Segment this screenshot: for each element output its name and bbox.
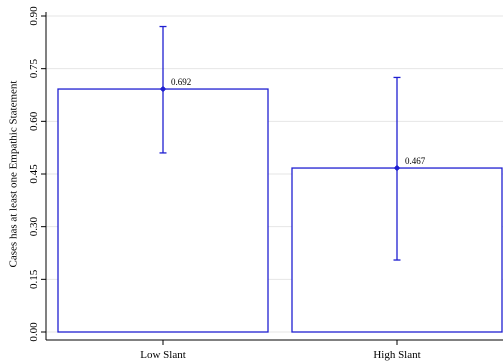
data-label: 0.467 bbox=[405, 156, 426, 166]
point-marker bbox=[159, 85, 167, 93]
y-tick-label: 0.30 bbox=[28, 217, 40, 237]
y-tick-label: 0.45 bbox=[28, 164, 40, 184]
x-category-labels: Low Slant High Slant bbox=[140, 340, 421, 361]
y-tick-label: 0.15 bbox=[28, 269, 40, 289]
x-category-label: High Slant bbox=[373, 349, 420, 361]
y-axis-label: Cases has at least one Empathic Statemen… bbox=[8, 81, 20, 268]
y-axis-label-group: Cases has at least one Empathic Statemen… bbox=[8, 81, 20, 268]
x-category-label: Low Slant bbox=[140, 349, 186, 361]
y-tick-label: 0.60 bbox=[28, 111, 40, 131]
data-label: 0.692 bbox=[171, 77, 191, 87]
axes bbox=[45, 12, 503, 341]
y-tick-label: 0.90 bbox=[28, 6, 40, 26]
bars: 0.692 0.467 bbox=[57, 25, 503, 333]
y-tick-label: 0.75 bbox=[28, 59, 40, 79]
point-marker bbox=[393, 164, 401, 172]
y-ticks: 0.00 0.15 0.30 0.45 0.60 0.75 0.90 bbox=[28, 6, 46, 342]
y-tick-label: 0.00 bbox=[28, 322, 40, 342]
